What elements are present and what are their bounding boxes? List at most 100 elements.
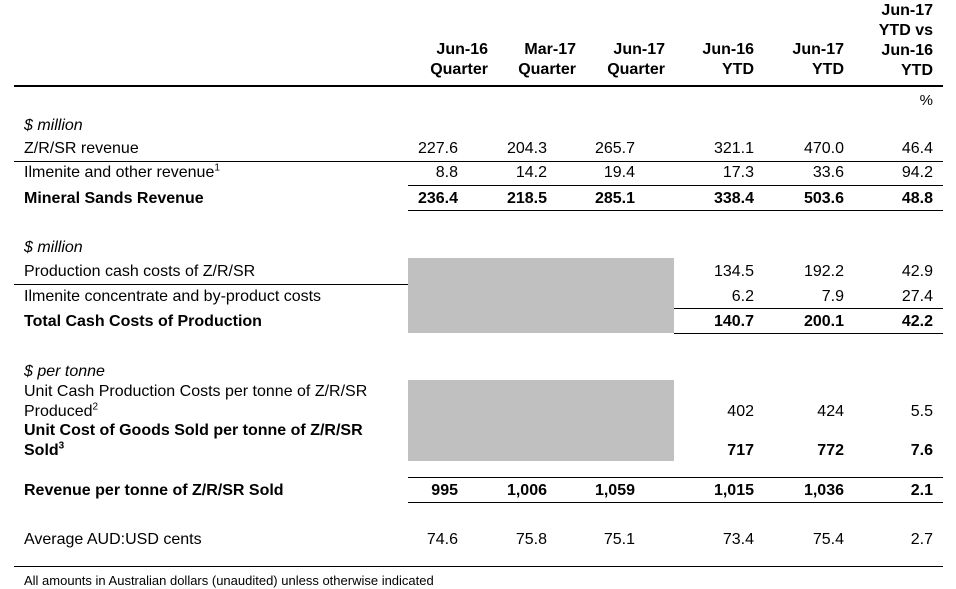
header-col-3: Jun-17 Quarter: [607, 40, 665, 80]
header-col-6-line-3: Jun-16: [881, 42, 933, 59]
header-col-2-line-2: Quarter: [518, 61, 576, 78]
header-col-4: Jun-16 YTD: [702, 40, 754, 80]
row-label-revenue-per-tonne: Revenue per tonne of Z/R/SR Sold: [24, 482, 284, 499]
shaded-block-per-tonne: [408, 380, 674, 461]
header-col-2-line-1: Mar-17: [524, 41, 576, 58]
cell-aud-usd-6: 2.7: [910, 531, 933, 548]
rule-costs-sub: [14, 284, 408, 285]
row-label-total-cash-costs: Total Cash Costs of Production: [24, 313, 262, 330]
row-label-unit-cash-line-2-text: Produced: [24, 403, 93, 420]
cell-aud-usd-1: 74.6: [426, 531, 458, 548]
cell-ilmenite-revenue-5: 33.6: [812, 164, 844, 181]
row-label-unit-cogs-line-2: Sold3: [24, 441, 64, 461]
cell-mineral-sands-revenue-3: 285.1: [594, 190, 635, 207]
row-label-zr-revenue: Z/R/SR revenue: [24, 140, 139, 157]
cell-total-cash-costs-6: 42.2: [901, 313, 933, 330]
row-label-ilmenite-concentrate: Ilmenite concentrate and by-product cost…: [24, 288, 322, 305]
row-label-unit-cogs-line-2-text: Sold: [24, 442, 59, 459]
cell-production-cash-costs-4: 134.5: [713, 263, 754, 280]
cell-revenue-per-tonne-6: 2.1: [910, 482, 933, 499]
cell-mineral-sands-revenue-6: 48.8: [901, 190, 933, 207]
section-label-costs: $ million: [24, 239, 83, 256]
cell-ilmenite-revenue-4: 17.3: [722, 164, 754, 181]
row-label-production-cash-costs: Production cash costs of Z/R/SR: [24, 263, 256, 280]
cell-unit-cogs-6: 7.6: [910, 442, 933, 459]
cell-mineral-sands-revenue-2: 218.5: [506, 190, 547, 207]
cell-aud-usd-2: 75.8: [515, 531, 547, 548]
row-label-mineral-sands-revenue: Mineral Sands Revenue: [24, 190, 204, 207]
cell-mineral-sands-revenue-5: 503.6: [803, 190, 844, 207]
cell-revenue-per-tonne-1: 995: [431, 482, 458, 499]
rule-table-bottom: [14, 566, 943, 567]
shaded-block-costs: [408, 258, 674, 333]
cell-zr-revenue-6: 46.4: [901, 140, 933, 157]
cell-unit-cash-4: 402: [727, 403, 754, 420]
cell-zr-revenue-4: 321.1: [713, 140, 754, 157]
cell-unit-cash-5: 424: [817, 403, 844, 420]
cell-ilmenite-concentrate-4: 6.2: [731, 288, 754, 305]
footnote-text: All amounts in Australian dollars (unaud…: [24, 573, 434, 588]
cell-zr-revenue-2: 204.3: [506, 140, 547, 157]
rule-revenue-total: [408, 185, 943, 186]
rule-rev-tonne-top: [408, 477, 943, 478]
cell-aud-usd-5: 75.4: [812, 531, 844, 548]
cell-total-cash-costs-4: 140.7: [713, 313, 754, 330]
header-col-3-line-2: Quarter: [607, 61, 665, 78]
cell-production-cash-costs-5: 192.2: [803, 263, 844, 280]
cell-mineral-sands-revenue-4: 338.4: [713, 190, 754, 207]
header-col-1-line-1: Jun-16: [436, 41, 488, 58]
header-col-5-line-1: Jun-17: [792, 41, 844, 58]
cell-aud-usd-4: 73.4: [722, 531, 754, 548]
cell-ilmenite-concentrate-5: 7.9: [821, 288, 844, 305]
row-label-unit-cash-line-1: Unit Cash Production Costs per tonne of …: [24, 383, 368, 400]
header-col-2: Mar-17 Quarter: [518, 40, 576, 80]
cell-production-cash-costs-6: 42.9: [901, 263, 933, 280]
header-col-1: Jun-16 Quarter: [430, 40, 488, 80]
row-label-aud-usd: Average AUD:USD cents: [24, 531, 202, 548]
cell-unit-cogs-5: 772: [817, 442, 844, 459]
cell-revenue-per-tonne-3: 1,059: [594, 482, 635, 499]
header-col-5: Jun-17 YTD: [792, 40, 844, 80]
cell-mineral-sands-revenue-1: 236.4: [417, 190, 458, 207]
cell-revenue-per-tonne-4: 1,015: [713, 482, 754, 499]
header-col-5-line-2: YTD: [812, 61, 844, 78]
footnote-marker-3: 3: [58, 440, 65, 452]
cell-revenue-per-tonne-2: 1,006: [506, 482, 547, 499]
rule-revenue-end: [408, 210, 943, 211]
cell-zr-revenue-5: 470.0: [803, 140, 844, 157]
cell-unit-cogs-4: 717: [727, 442, 754, 459]
section-label-revenue: $ million: [24, 117, 83, 134]
cell-ilmenite-revenue-6: 94.2: [901, 164, 933, 181]
percent-unit-label: %: [919, 92, 933, 109]
header-col-6: Jun-17 YTD vs Jun-16 YTD: [879, 1, 933, 81]
cell-ilmenite-revenue-3: 19.4: [603, 164, 635, 181]
rule-costs-total: [674, 308, 943, 309]
rule-revenue-sub: [14, 161, 943, 162]
cell-ilmenite-revenue-2: 14.2: [515, 164, 547, 181]
cell-unit-cash-6: 5.5: [910, 403, 933, 420]
cell-ilmenite-revenue-1: 8.8: [435, 164, 458, 181]
header-col-6-line-1: Jun-17: [881, 2, 933, 19]
cell-total-cash-costs-5: 200.1: [803, 313, 844, 330]
footnote-marker-2: 2: [92, 401, 99, 413]
section-label-per-tonne: $ per tonne: [24, 363, 105, 380]
cell-zr-revenue-1: 227.6: [417, 140, 458, 157]
rule-costs-end: [674, 333, 943, 334]
header-rule: [14, 85, 943, 87]
footnote-marker-1: 1: [214, 162, 220, 174]
row-label-ilmenite-revenue: Ilmenite and other revenue1: [24, 163, 220, 183]
header-col-4-line-2: YTD: [722, 61, 754, 78]
row-label-unit-cogs-line-1: Unit Cost of Goods Sold per tonne of Z/R…: [24, 422, 363, 439]
cell-ilmenite-concentrate-6: 27.4: [901, 288, 933, 305]
header-col-3-line-1: Jun-17: [613, 41, 665, 58]
cell-aud-usd-3: 75.1: [603, 531, 635, 548]
header-col-6-line-4: YTD: [901, 62, 933, 79]
rule-rev-tonne-bottom: [408, 502, 943, 503]
header-col-1-line-2: Quarter: [430, 61, 488, 78]
header-col-4-line-1: Jun-16: [702, 41, 754, 58]
row-label-unit-cash-line-2: Produced2: [24, 402, 98, 422]
row-label-ilmenite-revenue-text: Ilmenite and other revenue: [24, 164, 215, 181]
cell-revenue-per-tonne-5: 1,036: [803, 482, 844, 499]
header-col-6-line-2: YTD vs: [878, 22, 933, 39]
cell-zr-revenue-3: 265.7: [594, 140, 635, 157]
